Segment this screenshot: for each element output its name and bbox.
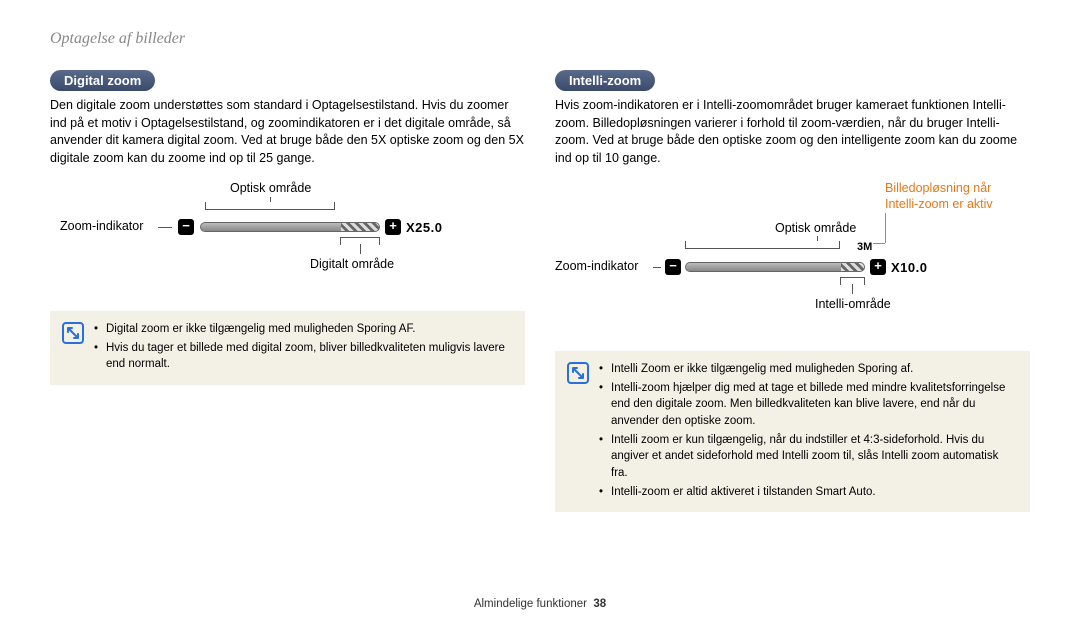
note-icon <box>62 322 84 344</box>
digital-segment <box>341 223 380 231</box>
resolution-label-2: Intelli-zoom er aktiv <box>885 197 993 211</box>
digital-ptr <box>360 244 361 254</box>
right-column: Intelli-zoom Hvis zoom-indikatoren er i … <box>555 70 1030 512</box>
resolution-label-1: Billedopløsning når <box>885 181 991 195</box>
intelli-segment <box>841 263 865 271</box>
optical-segment-r <box>686 263 841 271</box>
note-item: Intelli Zoom er ikke tilgængelig med mul… <box>599 361 1018 378</box>
zoom-bar <box>200 222 380 232</box>
zoom-indicator-label-r: Zoom-indikator <box>555 259 638 273</box>
page-header: Optagelse af billeder <box>50 30 1030 48</box>
resolution-value: 3M <box>857 241 872 253</box>
intelli-zoom-badge: Intelli-zoom <box>555 70 655 91</box>
optical-segment <box>201 223 341 231</box>
optical-ptr <box>270 197 271 202</box>
optical-range-label-r: Optisk område <box>775 221 856 235</box>
digital-range-label: Digitalt område <box>310 257 394 271</box>
digital-zoom-body: Den digitale zoom understøttes som stand… <box>50 97 525 167</box>
zoom-value: X25.0 <box>406 220 442 235</box>
indicator-ptr-r <box>653 267 661 268</box>
note-icon <box>567 362 589 384</box>
resolution-ptr-h <box>873 243 885 244</box>
page-footer: Almindelige funktioner 38 <box>0 598 1080 610</box>
optical-bracket-r <box>685 241 840 249</box>
intelli-zoom-diagram: Billedopløsning når Intelli-zoom er akti… <box>555 181 1030 341</box>
zoom-in-icon-r: + <box>870 259 886 275</box>
intelli-ptr <box>852 284 853 294</box>
optical-ptr-r <box>817 236 818 241</box>
optical-range-label: Optisk område <box>230 181 311 195</box>
intelli-zoom-notes: Intelli Zoom er ikke tilgængelig med mul… <box>555 351 1030 512</box>
digital-zoom-badge: Digital zoom <box>50 70 155 91</box>
note-item: Digital zoom er ikke tilgængelig med mul… <box>94 321 513 338</box>
zoom-out-icon-r: − <box>665 259 681 275</box>
intelli-range-label: Intelli-område <box>815 297 891 311</box>
indicator-ptr <box>158 227 172 228</box>
resolution-ptr-v <box>885 213 886 243</box>
page-number: 38 <box>593 598 606 610</box>
zoom-indicator-label: Zoom-indikator <box>60 219 143 233</box>
note-item: Intelli zoom er kun tilgængelig, når du … <box>599 432 1018 482</box>
note-item: Hvis du tager et billede med digital zoo… <box>94 340 513 373</box>
zoom-bar-r <box>685 262 865 272</box>
digital-zoom-notes: Digital zoom er ikke tilgængelig med mul… <box>50 311 525 385</box>
content-columns: Digital zoom Den digitale zoom understøt… <box>50 70 1030 512</box>
note-item: Intelli-zoom hjælper dig med at tage et … <box>599 380 1018 430</box>
zoom-out-icon: − <box>178 219 194 235</box>
optical-bracket <box>205 202 335 210</box>
note-list: Digital zoom er ikke tilgængelig med mul… <box>94 321 513 375</box>
zoom-in-icon: + <box>385 219 401 235</box>
note-item: Intelli-zoom er altid aktiveret i tilsta… <box>599 484 1018 501</box>
intelli-zoom-body: Hvis zoom-indikatoren er i Intelli-zoomo… <box>555 97 1030 167</box>
footer-text: Almindelige funktioner <box>474 598 587 610</box>
zoom-value-r: X10.0 <box>891 260 927 275</box>
digital-zoom-diagram: Optisk område Zoom-indikator − + X25.0 D… <box>50 181 525 301</box>
left-column: Digital zoom Den digitale zoom understøt… <box>50 70 525 512</box>
note-list: Intelli Zoom er ikke tilgængelig med mul… <box>599 361 1018 502</box>
